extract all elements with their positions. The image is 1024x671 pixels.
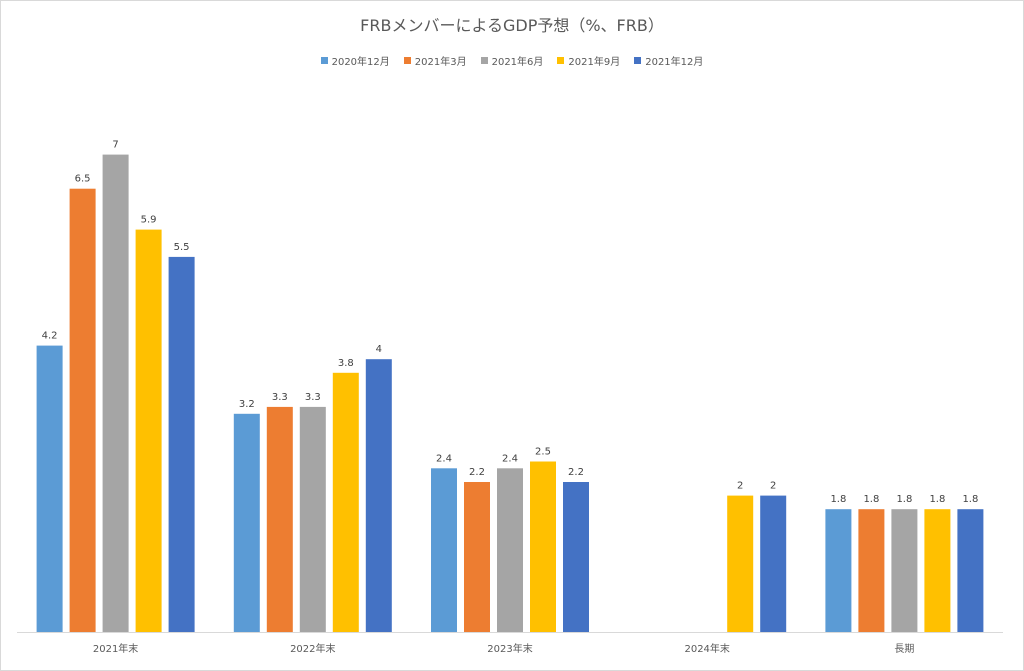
bar bbox=[957, 509, 984, 632]
legend-label: 2021年6月 bbox=[491, 57, 544, 68]
data-label: 5.5 bbox=[174, 242, 190, 253]
bar bbox=[332, 372, 359, 632]
legend-swatch bbox=[320, 57, 328, 64]
bar bbox=[530, 461, 556, 632]
bar bbox=[858, 509, 885, 632]
bar bbox=[102, 154, 129, 632]
bar bbox=[891, 509, 918, 632]
bar bbox=[135, 229, 162, 632]
data-label: 2.4 bbox=[502, 453, 518, 464]
x-tick-label: 2024年末 bbox=[684, 642, 729, 655]
bar bbox=[924, 509, 951, 632]
data-label: 1.8 bbox=[896, 494, 912, 505]
data-label: 3.8 bbox=[338, 358, 354, 369]
bar bbox=[69, 188, 96, 632]
data-label: 1.8 bbox=[962, 494, 978, 505]
legend-label: 2021年12月 bbox=[645, 57, 704, 68]
bar bbox=[233, 413, 260, 632]
legend-swatch bbox=[480, 57, 488, 64]
legend-label: 2021年9月 bbox=[568, 57, 621, 68]
x-tick-label: 長期 bbox=[894, 643, 914, 655]
legend-swatch bbox=[634, 57, 642, 64]
bar bbox=[168, 256, 195, 632]
data-label: 1.8 bbox=[929, 494, 945, 505]
legend-swatch bbox=[403, 57, 411, 64]
chart-legend: 2020年12月 2021年3月 2021年6月 2021年9月 2021年12月 bbox=[0, 53, 1024, 68]
data-label: 7 bbox=[112, 140, 118, 151]
data-label: 2 bbox=[737, 481, 743, 492]
bar bbox=[563, 482, 589, 632]
legend-label: 2020年12月 bbox=[331, 57, 390, 68]
bar bbox=[497, 468, 523, 632]
legend-item: 2021年9月 bbox=[557, 53, 620, 68]
bar bbox=[36, 345, 63, 632]
bar bbox=[760, 495, 787, 632]
bar bbox=[825, 509, 852, 632]
data-label: 2.2 bbox=[568, 467, 584, 478]
x-tick-label: 2023年末 bbox=[487, 642, 532, 655]
chart-title: FRBメンバーによるGDP予想（%、FRB） bbox=[360, 16, 664, 35]
legend-item: 2021年12月 bbox=[634, 53, 703, 68]
data-label: 5.9 bbox=[141, 215, 157, 226]
data-label: 1.8 bbox=[863, 494, 879, 505]
legend-item: 2020年12月 bbox=[320, 53, 390, 68]
bar bbox=[727, 495, 754, 632]
legend-item: 2021年6月 bbox=[480, 53, 544, 68]
legend-item: 2021年3月 bbox=[403, 53, 467, 68]
data-label: 3.3 bbox=[272, 392, 288, 403]
bar bbox=[464, 482, 490, 632]
legend-label: 2021年3月 bbox=[414, 57, 467, 68]
x-tick-label: 2022年末 bbox=[290, 642, 335, 655]
bar bbox=[299, 406, 326, 632]
data-label: 2 bbox=[770, 481, 776, 492]
data-label: 3.2 bbox=[239, 399, 255, 410]
bar bbox=[365, 359, 392, 632]
data-label: 2.2 bbox=[469, 467, 485, 478]
data-label: 6.5 bbox=[75, 174, 91, 185]
bar bbox=[266, 406, 293, 632]
x-tick-label: 2021年末 bbox=[93, 642, 138, 655]
data-label: 4 bbox=[376, 344, 382, 355]
data-label: 3.3 bbox=[305, 392, 321, 403]
data-label: 4.2 bbox=[42, 331, 58, 342]
bar bbox=[431, 468, 457, 632]
data-label: 2.5 bbox=[535, 447, 551, 458]
data-label: 1.8 bbox=[830, 494, 846, 505]
legend-swatch bbox=[557, 57, 565, 64]
data-label: 2.4 bbox=[436, 453, 452, 464]
